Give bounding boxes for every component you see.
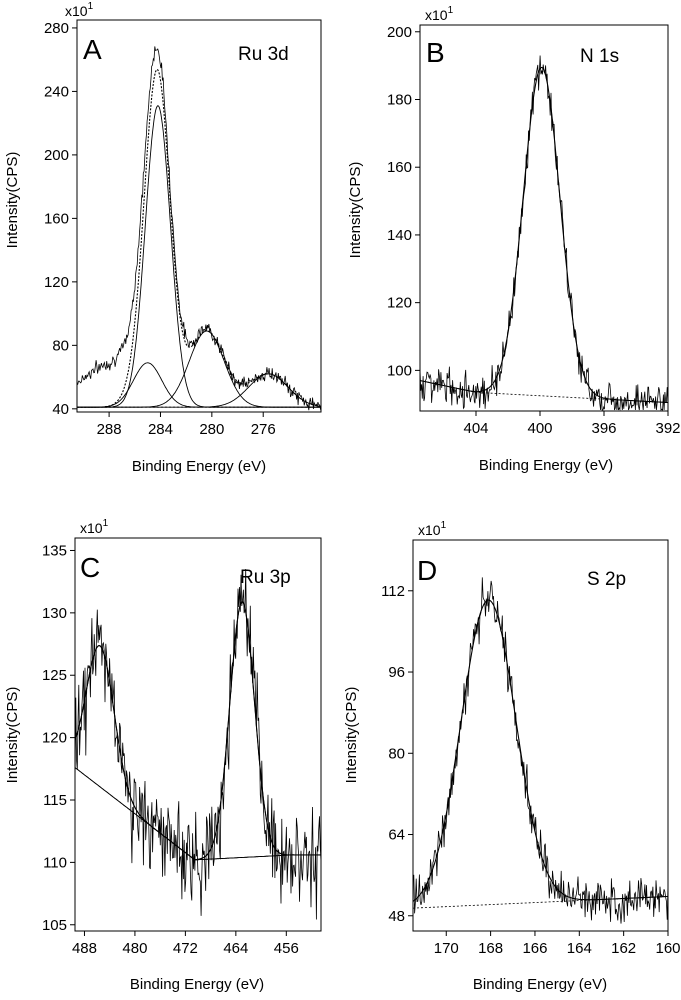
y-tick-label-b: 100 [387, 362, 412, 379]
plot-frame-c [74, 537, 322, 932]
x-tick-label-b: 396 [591, 420, 616, 437]
x-tick-label-a: 284 [148, 421, 173, 438]
y-tick-label-b: 200 [387, 24, 412, 41]
x-axis-title-c: Binding Energy (eV) [130, 976, 264, 993]
y-tick-label-a: 240 [44, 83, 69, 100]
y-tick-label-c: 120 [42, 730, 67, 747]
y-tick-label-d: 112 [381, 583, 405, 600]
x-tick-label-b: 392 [655, 420, 680, 437]
x-axis-title-b: Binding Energy (eV) [479, 457, 613, 474]
x-tick-label-d: 168 [478, 940, 503, 957]
tick-marks-d [408, 590, 669, 936]
y-axis-title-d: Intensity(CPS) [343, 687, 360, 784]
curves-a [76, 46, 322, 412]
component-peak-a-3 [77, 330, 321, 408]
tick-marks-c [70, 549, 287, 936]
tick-marks-b [415, 31, 669, 416]
curves-b [419, 55, 669, 411]
panel-letter-a: A [83, 34, 102, 65]
component-peak-a-1 [77, 105, 321, 408]
x-tick-label-b: 404 [463, 420, 488, 437]
tick-labels-d: 170 168 166 164 162 160 48 64 80 96 112 [381, 583, 680, 957]
y-tick-label-c: 135 [42, 542, 67, 559]
plot-frame-a [76, 19, 322, 413]
plot-frame-d [412, 539, 669, 932]
y-axis-title-c: Intensity(CPS) [4, 687, 21, 784]
panel-letter-d: D [417, 555, 437, 586]
curves-d [412, 577, 669, 924]
fit-envelope-c [74, 601, 321, 861]
y-tick-label-a: 280 [44, 20, 69, 37]
panel-letter-c: C [80, 552, 100, 583]
y-tick-label-c: 130 [42, 605, 67, 622]
x-tick-label-d: 166 [522, 940, 547, 957]
panel-letter-b: B [426, 37, 445, 68]
y-tick-label-d: 96 [388, 664, 405, 681]
component-peak-c-2 [74, 601, 321, 861]
x-tick-label-a: 288 [97, 421, 122, 438]
component-peak-a-2 [77, 362, 321, 408]
y-tick-label-a: 160 [44, 210, 69, 227]
y-tick-label-c: 105 [42, 917, 67, 934]
x-axis-title-d: Binding Energy (eV) [473, 976, 607, 993]
curves-c [74, 568, 322, 920]
panel-title-d: S 2p [587, 569, 626, 590]
raw-data-line-b [419, 55, 669, 411]
x-tick-label-d: 164 [567, 940, 592, 957]
y-tick-label-d: 64 [388, 827, 405, 844]
x-tick-label-a: 280 [199, 421, 224, 438]
tick-labels-c: 488 480 472 464 456 105 110 115 120 125 130 135 [42, 542, 299, 957]
fit-envelope-b [419, 66, 668, 404]
scale-label-c: x101 [80, 518, 109, 536]
raw-data-line-d [412, 577, 669, 924]
y-tick-label-b: 180 [387, 91, 412, 108]
y-tick-label-c: 110 [43, 854, 67, 871]
scale-label-a: x101 [65, 1, 94, 19]
x-axis-title-a: Binding Energy (eV) [132, 458, 266, 475]
panel-c: 488 480 472 464 456 105 110 115 120 125 130 135 C R… [4, 518, 322, 993]
x-tick-label-d: 170 [434, 940, 459, 957]
scale-label-b: x101 [425, 5, 454, 23]
x-tick-label-c: 480 [122, 940, 147, 957]
raw-data-line-a [76, 46, 322, 412]
tick-labels-b: 404 400 396 392 100 120 140 160 180 200 [387, 24, 681, 437]
panel-b: 404 400 396 392 100 120 140 160 180 200 B N 1s x1… [347, 5, 681, 474]
y-tick-label-b: 120 [387, 295, 412, 312]
y-tick-label-a: 40 [52, 401, 69, 418]
x-tick-label-c: 472 [173, 940, 198, 957]
x-tick-label-c: 456 [274, 940, 299, 957]
panel-title-b: N 1s [580, 46, 619, 67]
fit-envelope-a [77, 68, 322, 408]
background-line-c [74, 767, 321, 861]
y-tick-label-c: 125 [42, 667, 67, 684]
y-tick-label-d: 48 [388, 908, 405, 925]
y-axis-title-b: Intensity(CPS) [347, 162, 364, 259]
y-tick-label-d: 80 [388, 745, 405, 762]
y-tick-label-a: 80 [52, 337, 69, 354]
tick-marks-a [72, 27, 264, 417]
y-tick-label-b: 160 [387, 159, 412, 176]
panel-title-a: Ru 3d [238, 44, 289, 65]
x-tick-label-b: 400 [527, 420, 552, 437]
y-tick-label-a: 200 [44, 147, 69, 164]
x-tick-label-a: 276 [251, 421, 276, 438]
tick-labels-a: 288 284 280 276 40 80 120 160 200 240 280 [44, 20, 276, 438]
plot-frame-b [419, 24, 669, 412]
y-tick-label-b: 140 [387, 227, 412, 244]
y-tick-label-c: 115 [43, 792, 67, 809]
scale-label-d: x101 [418, 520, 447, 538]
panel-d: 170 168 166 164 162 160 48 64 80 96 112 D S 2p x10… [343, 520, 681, 993]
x-tick-label-c: 488 [72, 940, 97, 957]
panel-title-c: Ru 3p [240, 567, 291, 588]
x-tick-label-d: 160 [655, 940, 680, 957]
raw-data-line-c [74, 568, 322, 920]
y-axis-title-a: Intensity(CPS) [4, 152, 21, 249]
y-tick-label-a: 120 [44, 274, 69, 291]
fit-envelope-d [412, 599, 668, 902]
x-tick-label-d: 162 [611, 940, 636, 957]
x-tick-label-c: 464 [223, 940, 248, 957]
